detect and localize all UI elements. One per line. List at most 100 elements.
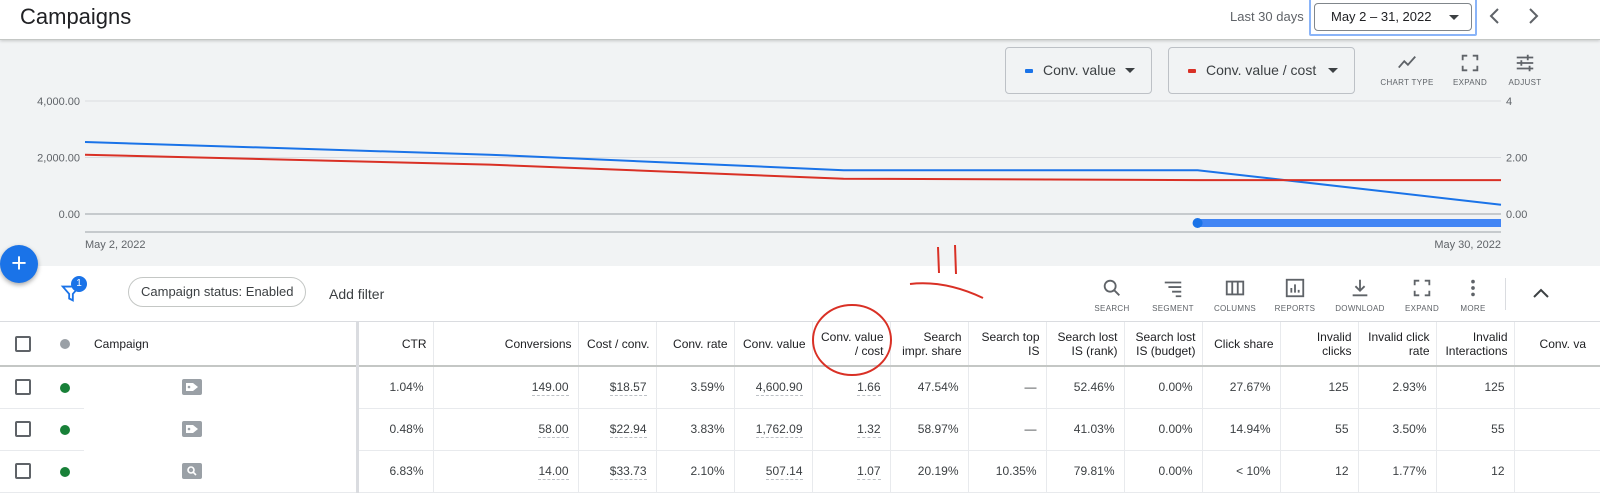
- table-cell: 79.81%: [1046, 450, 1125, 493]
- column-header[interactable]: Click share: [1202, 322, 1281, 367]
- table-cell: 1.32: [812, 408, 891, 451]
- x-axis-tick-label: May 30, 2022: [1434, 239, 1501, 251]
- chart-expand-button[interactable]: EXPAND: [1440, 52, 1500, 92]
- table-row[interactable]: 6.83% 14.00 $33.73 2.10% 507.14 1.07 20.19% 10.…: [0, 450, 1600, 493]
- table-cell: 4,600.90: [734, 366, 813, 409]
- table-cell: 0.00%: [1124, 408, 1203, 451]
- row-status-cell: [46, 366, 84, 409]
- campaign-column-header[interactable]: Campaign: [84, 322, 359, 367]
- range-slider-handle[interactable]: [1192, 218, 1203, 228]
- add-filter-button[interactable]: Add filter: [329, 286, 385, 302]
- collapse-chart-button[interactable]: [1529, 282, 1553, 306]
- right-axis-tick-label: 0.00: [1506, 209, 1527, 221]
- select-all-cell: [0, 322, 46, 367]
- chevron-up-icon: [1533, 288, 1549, 298]
- column-header[interactable]: Conversions: [433, 322, 579, 367]
- table-cell: 14.00: [433, 450, 579, 493]
- table-cell: 0.48%: [357, 408, 434, 451]
- segment-tool-button[interactable]: SEGMENT: [1143, 277, 1203, 317]
- table-cell: 0.00%: [1124, 450, 1203, 493]
- table-cell: 125: [1436, 366, 1515, 409]
- row-checkbox[interactable]: [15, 463, 31, 479]
- campaign-cell[interactable]: [84, 450, 359, 493]
- row-status-cell: [46, 450, 84, 493]
- row-checkbox[interactable]: [15, 379, 31, 396]
- column-header[interactable]: Conv. value: [734, 322, 813, 367]
- reports-icon: [1285, 278, 1305, 298]
- column-header[interactable]: Conv. value / cost: [812, 322, 891, 367]
- toolbar-divider: [1505, 278, 1506, 310]
- chart-type-label: CHART TYPE: [1380, 78, 1434, 87]
- row-select-cell: [0, 366, 46, 409]
- column-header[interactable]: Cost / conv.: [578, 322, 657, 367]
- column-header[interactable]: Invalid clicks: [1280, 322, 1359, 367]
- search-tool-button[interactable]: SEARCH: [1082, 277, 1142, 317]
- more-tool-button[interactable]: MORE: [1443, 277, 1503, 317]
- select-all-checkbox[interactable]: [15, 335, 31, 352]
- row-checkbox[interactable]: [15, 421, 31, 437]
- next-period-button[interactable]: [1521, 4, 1545, 28]
- table-cell: 55: [1280, 408, 1359, 451]
- column-header[interactable]: CTR: [357, 322, 434, 367]
- series-line-1: [84, 141, 1502, 206]
- table-cell: —: [968, 366, 1047, 409]
- right-axis-tick-label: 4: [1506, 96, 1512, 108]
- row-status-cell: [46, 408, 84, 451]
- campaigns-table: Campaign CTR Conversions Cost / conv. Co…: [0, 321, 1600, 502]
- left-axis-tick-label: 2,000.00: [37, 153, 80, 165]
- column-header[interactable]: Search impr. share: [890, 322, 969, 367]
- reports-tool-button[interactable]: REPORTS: [1265, 277, 1325, 317]
- table-cell: 20.19%: [890, 450, 969, 493]
- caret-down-icon: [1328, 68, 1338, 73]
- campaign-cell[interactable]: [84, 366, 359, 409]
- column-header[interactable]: Conv. va: [1514, 322, 1592, 367]
- chart-type-button[interactable]: CHART TYPE: [1377, 52, 1437, 92]
- create-button[interactable]: +: [0, 245, 38, 283]
- download-tool-button[interactable]: DOWNLOAD: [1330, 277, 1390, 317]
- date-picker-focus-ring: May 2 – 31, 2022: [1309, 0, 1477, 36]
- table-cell: 3.59%: [656, 366, 735, 409]
- table-cell: 125: [1280, 366, 1359, 409]
- table-cell: 149.00: [433, 366, 579, 409]
- search-icon: [1103, 279, 1120, 296]
- tag-icon: [182, 421, 202, 437]
- column-header[interactable]: Search lost IS (rank): [1046, 322, 1125, 367]
- chart-expand-label: EXPAND: [1452, 78, 1488, 87]
- campaign-cell[interactable]: [84, 408, 359, 451]
- status-dot-icon: [60, 466, 70, 477]
- column-header[interactable]: Search top IS: [968, 322, 1047, 367]
- columns-tool-label: COLUMNS: [1213, 304, 1257, 313]
- metric1-label: Conv. value: [1043, 62, 1116, 78]
- metric2-dropdown[interactable]: Conv. value / cost: [1168, 47, 1355, 94]
- table-expand-button[interactable]: EXPAND: [1392, 277, 1452, 317]
- table-cell: 1.07: [812, 450, 891, 493]
- search-icon: [182, 463, 202, 479]
- table-cell: 507.14: [734, 450, 813, 493]
- metric1-color-swatch: [1025, 69, 1033, 73]
- column-header[interactable]: Search lost IS (budget): [1124, 322, 1203, 367]
- previous-period-button[interactable]: [1483, 4, 1507, 28]
- x-axis-tick-label: May 2, 2022: [85, 239, 146, 251]
- table-cell: $18.57: [578, 366, 657, 409]
- status-dot-icon: [60, 424, 70, 435]
- status-header[interactable]: [46, 322, 84, 367]
- table-cell: 1,762.09: [734, 408, 813, 451]
- chevron-left-icon: [1489, 8, 1499, 24]
- tune-icon: [1516, 54, 1534, 72]
- table-cell: 0.00%: [1124, 366, 1203, 409]
- table-row[interactable]: 0.48% 58.00 $22.94 3.83% 1,762.09 1.32 58.97% —…: [0, 408, 1600, 451]
- performance-chart-panel: 4,000.00 4 2,000.00 2.00 0.00 0.00 May 2, 2022…: [0, 40, 1600, 266]
- metric1-dropdown[interactable]: Conv. value: [1005, 47, 1152, 94]
- campaign-status-filter-chip[interactable]: Campaign status: Enabled: [128, 277, 307, 307]
- table-cell: 2.93%: [1358, 366, 1437, 409]
- chart-adjust-button[interactable]: ADJUST: [1495, 52, 1555, 92]
- series-line-2: [84, 153, 1501, 182]
- column-header[interactable]: Invalid Interactions: [1436, 322, 1515, 367]
- table-cell: 55: [1436, 408, 1515, 451]
- column-header[interactable]: Invalid click rate: [1358, 322, 1437, 367]
- column-header[interactable]: Conv. rate: [656, 322, 735, 367]
- expand-icon: [1461, 54, 1479, 72]
- columns-tool-button[interactable]: COLUMNS: [1205, 277, 1265, 317]
- date-range-picker[interactable]: May 2 – 31, 2022: [1314, 3, 1472, 31]
- table-row[interactable]: 1.04% 149.00 $18.57 3.59% 4,600.90 1.66 47.54%…: [0, 366, 1600, 409]
